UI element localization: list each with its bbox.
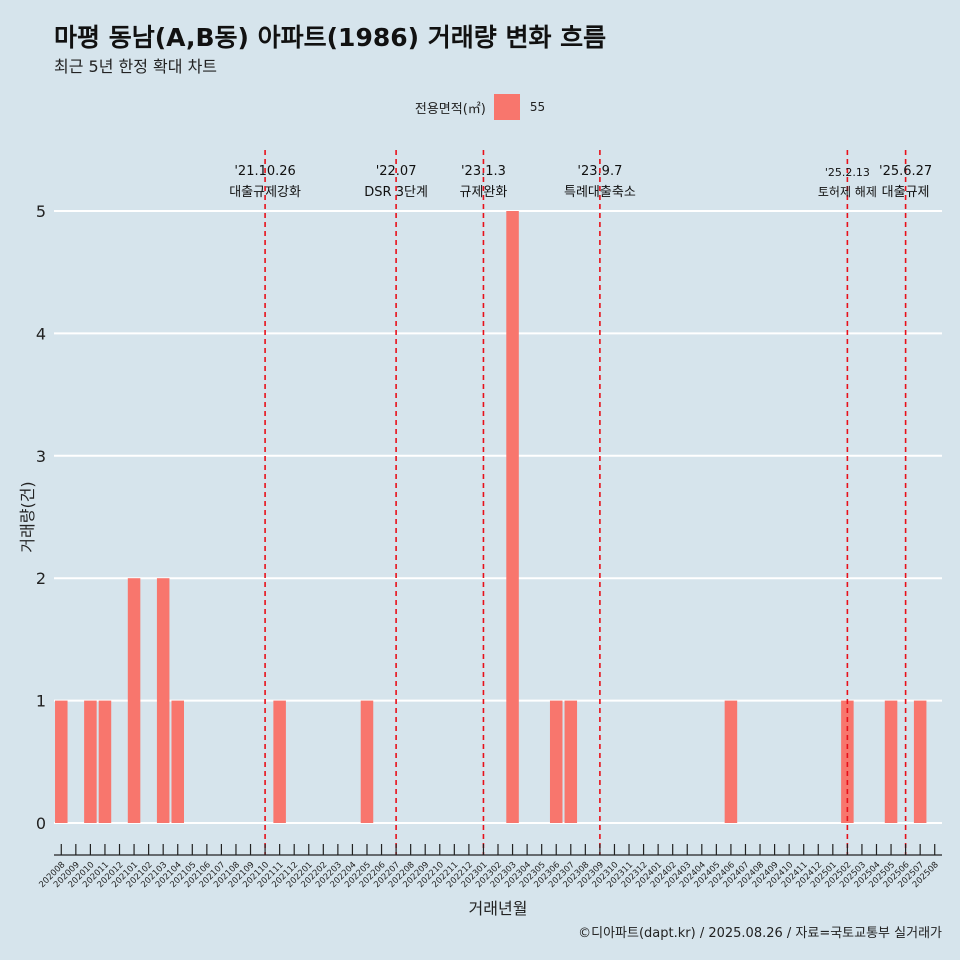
- bar-202104: [171, 700, 184, 823]
- legend: 전용면적(㎡) 55: [0, 94, 960, 120]
- event-label-3: 특례대출축소: [564, 185, 636, 200]
- bar-202507: [913, 700, 927, 823]
- event-date-4: '25.2.13: [825, 166, 870, 179]
- bar-202010: [84, 700, 97, 823]
- y-tick-label-1: 1: [36, 692, 46, 711]
- y-tick-label-2: 2: [36, 569, 46, 588]
- chart-title: 마평 동남(A,B동) 아파트(1986) 거래량 변화 흐름: [54, 23, 607, 52]
- legend-swatch-55: [493, 94, 520, 120]
- bar-202505: [884, 700, 898, 823]
- y-tick-label-4: 4: [36, 324, 46, 343]
- bars: [55, 211, 927, 823]
- event-label-2: 규제완화: [460, 185, 508, 200]
- event-label-4: 토허제 해제: [818, 185, 877, 199]
- bar-202303: [506, 211, 519, 823]
- legend-label-55: 55: [529, 100, 546, 114]
- bar-202111: [273, 700, 286, 823]
- event-label-1: DSR 3단계: [364, 185, 428, 200]
- bar-202205: [360, 700, 374, 823]
- bar-202406: [724, 700, 738, 823]
- y-axis-label: 거래량(건): [18, 481, 37, 552]
- event-date-0: '21.10.26: [234, 164, 295, 179]
- bar-202307: [564, 700, 578, 823]
- event-date-5: '25.6.27: [879, 164, 932, 179]
- event-label-0: 대출규제강화: [229, 185, 301, 200]
- y-tick-label-3: 3: [36, 447, 46, 466]
- y-tick-label-5: 5: [36, 202, 46, 221]
- source-caption: ©디아파트(dapt.kr) / 2025.08.26 / 자료=국토교통부 실…: [578, 926, 942, 941]
- bar-202008: [55, 700, 68, 823]
- event-date-1: '22.07: [376, 164, 417, 179]
- event-date-3: '23.9.7: [577, 164, 622, 179]
- legend-title: 전용면적(㎡): [414, 101, 486, 117]
- grid-lines: [54, 210, 942, 824]
- y-tick-label-0: 0: [36, 814, 46, 833]
- bar-202306: [549, 700, 563, 823]
- event-label-5: 대출규제: [882, 185, 930, 200]
- chart-subtitle: 최근 5년 한정 확대 차트: [54, 57, 218, 76]
- event-date-2: '23.1.3: [461, 164, 506, 179]
- event-lines: '21.10.26 대출규제강화 '22.07 DSR 3단계 '23.1.3 규제완화 '…: [229, 150, 932, 855]
- bar-202502: [841, 700, 854, 823]
- bar-202101: [127, 578, 141, 823]
- bar-202011: [98, 700, 112, 823]
- bar-202103: [156, 578, 170, 823]
- x-axis-label: 거래년월: [469, 899, 528, 918]
